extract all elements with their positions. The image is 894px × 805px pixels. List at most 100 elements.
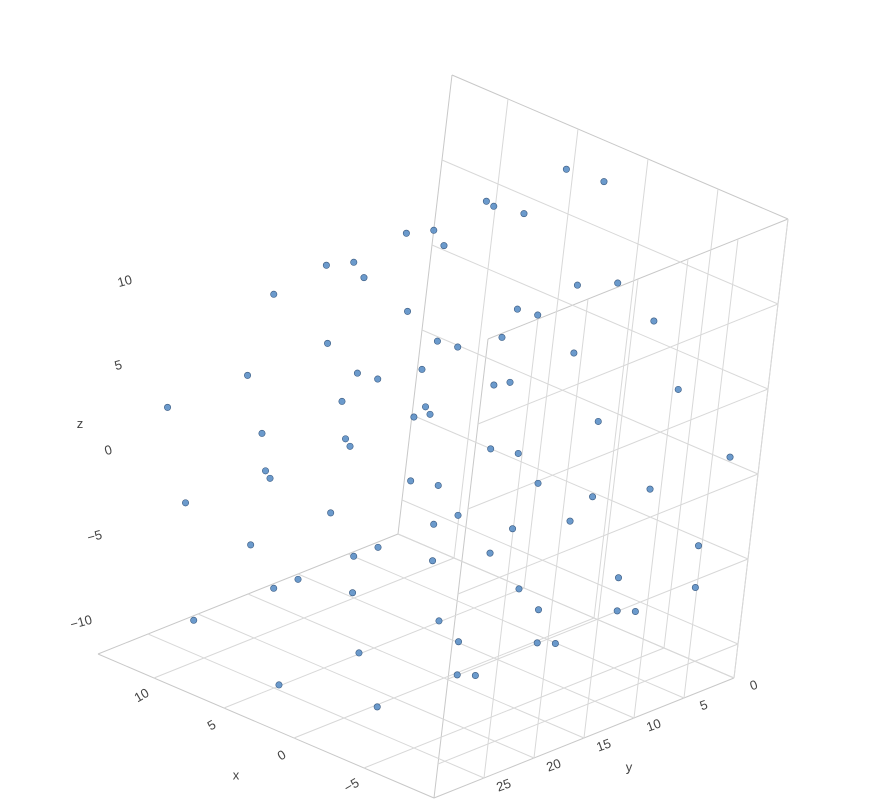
- point: [322, 261, 330, 269]
- y-tick-label: 25: [494, 775, 513, 794]
- point: [498, 333, 506, 341]
- point: [433, 337, 441, 345]
- grid-line: [441, 159, 779, 305]
- x-tick-label: 10: [131, 685, 151, 705]
- y-tick-label: 5: [698, 697, 710, 714]
- point: [262, 467, 270, 475]
- x-tick-label: 5: [205, 717, 219, 734]
- point: [342, 435, 350, 443]
- point: [422, 403, 430, 411]
- point: [570, 349, 578, 357]
- point: [520, 210, 528, 218]
- point: [482, 197, 490, 205]
- y-axis-title: y: [626, 759, 633, 774]
- grid-line: [197, 613, 535, 759]
- point: [453, 671, 461, 679]
- grid-line: [247, 593, 585, 739]
- point: [650, 317, 658, 325]
- grid-line: [437, 643, 739, 765]
- point: [573, 281, 581, 289]
- point: [355, 649, 363, 657]
- point: [631, 608, 639, 616]
- grid-line: [467, 388, 769, 510]
- point: [562, 165, 570, 173]
- point: [182, 499, 190, 507]
- point: [418, 365, 426, 373]
- grid-line: [397, 533, 735, 679]
- point: [534, 311, 542, 319]
- point: [327, 509, 335, 517]
- grid-line: [633, 258, 689, 719]
- grid-line: [457, 473, 759, 595]
- point: [349, 589, 357, 597]
- point: [353, 369, 361, 377]
- point: [613, 607, 621, 615]
- point: [487, 445, 495, 453]
- point: [513, 305, 521, 313]
- point: [454, 343, 462, 351]
- box-edge: [97, 653, 435, 799]
- point: [691, 584, 699, 592]
- point: [404, 307, 412, 315]
- grid-line: [347, 553, 685, 699]
- point: [258, 429, 266, 437]
- point: [566, 517, 574, 525]
- box-edge: [397, 74, 453, 535]
- z-tick-label: 0: [103, 442, 114, 458]
- x-axis-title: x: [233, 767, 240, 782]
- grid-line: [733, 218, 789, 679]
- point: [426, 410, 434, 418]
- point: [454, 511, 462, 519]
- point: [350, 258, 358, 266]
- point: [430, 226, 438, 234]
- point: [440, 242, 448, 250]
- point: [430, 520, 438, 528]
- point: [594, 417, 602, 425]
- z-tick-label: 10: [116, 272, 134, 290]
- point: [407, 477, 415, 485]
- grid-line: [447, 558, 749, 680]
- z-tick-label: 5: [113, 357, 124, 373]
- grid-line: [421, 329, 759, 475]
- grid-line: [401, 499, 739, 645]
- point: [646, 485, 654, 493]
- point: [454, 638, 462, 646]
- point: [490, 202, 498, 210]
- point: [674, 385, 682, 393]
- point: [360, 274, 368, 282]
- point: [534, 479, 542, 487]
- point: [589, 493, 597, 501]
- point: [164, 403, 172, 411]
- point: [338, 397, 346, 405]
- point: [509, 525, 517, 533]
- point: [726, 453, 734, 461]
- grid: [97, 74, 789, 799]
- point: [270, 584, 278, 592]
- point: [374, 543, 382, 551]
- point: [190, 616, 198, 624]
- point: [266, 474, 274, 482]
- point: [534, 606, 542, 614]
- grid-line: [533, 298, 589, 759]
- grid-line: [297, 573, 635, 719]
- point: [346, 442, 354, 450]
- x-tick-label: −5: [341, 775, 361, 795]
- point: [614, 574, 622, 582]
- grid-line: [431, 244, 769, 390]
- point: [471, 672, 479, 680]
- grid-line: [453, 98, 509, 559]
- point: [506, 378, 514, 386]
- y-tick-label: 10: [644, 715, 663, 734]
- point: [515, 585, 523, 593]
- z-tick-label: −5: [85, 527, 103, 545]
- y-tick-label: 0: [748, 677, 760, 694]
- point: [435, 617, 443, 625]
- grid-line: [147, 633, 485, 779]
- point: [294, 575, 302, 583]
- z-tick-label: −10: [68, 612, 93, 632]
- point: [429, 557, 437, 565]
- y-tick-label: 20: [544, 755, 563, 774]
- point: [374, 375, 382, 383]
- point: [614, 279, 622, 287]
